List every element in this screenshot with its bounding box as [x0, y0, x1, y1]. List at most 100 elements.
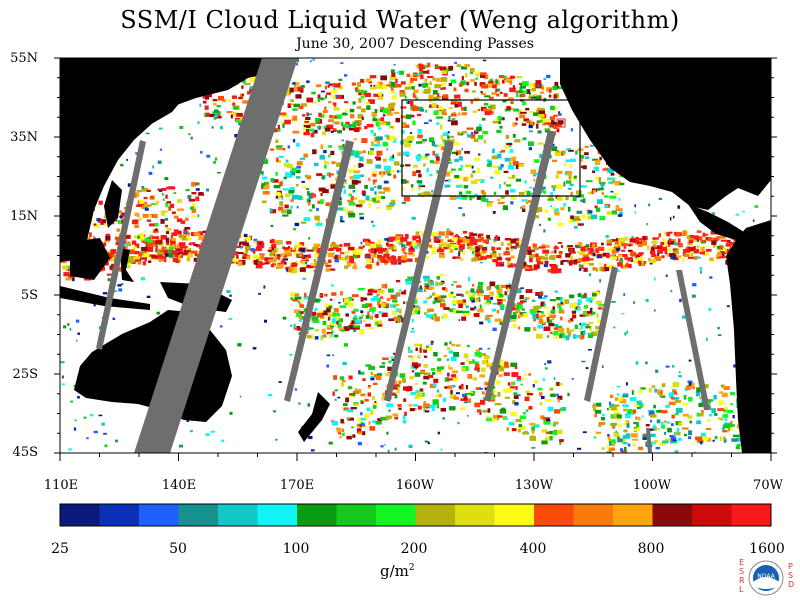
cloud-water-pixel: [550, 393, 556, 397]
cloud-water-pixel: [377, 418, 383, 422]
cloud-water-pixel: [423, 191, 431, 197]
cloud-water-pixel: [542, 249, 550, 254]
cloud-water-pixel: [364, 184, 368, 189]
cloud-water-pixel: [657, 427, 660, 430]
cloud-water-pixel: [495, 89, 498, 93]
cloud-water-pixel: [619, 258, 624, 263]
cloud-water-pixel: [548, 256, 555, 260]
cloud-water-pixel: [399, 90, 405, 93]
cloud-water-pixel: [637, 416, 641, 421]
cloud-water-pixel: [436, 276, 441, 280]
cloud-water-pixel: [617, 254, 623, 258]
cloud-water-pixel: [686, 235, 691, 239]
cloud-water-pixel: [458, 251, 461, 257]
cloud-water-pixel: [245, 249, 249, 254]
cloud-water-pixel: [358, 389, 362, 393]
cloud-water-pixel: [303, 295, 309, 300]
cloud-water-pixel: [155, 200, 159, 206]
cloud-water-pixel: [202, 95, 206, 99]
cloud-water-pixel: [454, 175, 460, 179]
cloud-water-pixel: [479, 261, 483, 264]
cloud-water-pixel: [352, 101, 356, 105]
cloud-water-pixel: [453, 396, 460, 400]
cloud-water-pixel: [711, 240, 717, 245]
cloud-water-pixel: [696, 412, 701, 417]
cloud-water-pixel: [156, 311, 160, 315]
cloud-water-pixel: [420, 83, 423, 87]
cloud-water-pixel: [242, 100, 249, 104]
cloud-water-pixel: [544, 254, 548, 257]
cloud-water-pixel: [534, 93, 537, 96]
cloud-water-pixel: [352, 121, 360, 125]
cloud-water-pixel: [499, 91, 503, 94]
cloud-water-pixel: [197, 231, 204, 235]
cloud-water-pixel: [531, 97, 536, 99]
cloud-water-pixel: [451, 370, 458, 374]
cloud-water-pixel: [460, 66, 468, 70]
cloud-water-pixel: [327, 84, 330, 88]
cloud-water-pixel: [497, 299, 503, 302]
cloud-water-pixel: [353, 127, 360, 133]
cloud-water-pixel: [502, 79, 505, 84]
cloud-water-pixel: [525, 289, 533, 293]
cloud-water-pixel: [403, 196, 411, 202]
cloud-water-pixel: [386, 205, 392, 210]
cloud-water-pixel: [417, 306, 421, 311]
land-sulawesi: [120, 248, 134, 282]
cloud-water-pixel: [385, 283, 388, 289]
cloud-water-pixel: [388, 106, 395, 111]
cloud-water-pixel: [635, 237, 639, 242]
cloud-water-pixel: [459, 237, 466, 240]
cloud-water-pixel: [638, 252, 643, 257]
cloud-water-pixel: [453, 87, 457, 92]
cloud-water-pixel: [151, 244, 158, 248]
cloud-water-pixel: [515, 419, 522, 423]
cloud-water-pixel: [415, 231, 420, 235]
cloud-water-pixel: [187, 238, 192, 241]
cloud-water-pixel: [361, 116, 364, 121]
cloud-water-pixel: [182, 238, 188, 241]
cloud-water-pixel: [388, 409, 391, 412]
cloud-water-pixel: [623, 246, 627, 249]
cloud-water-pixel: [397, 404, 402, 408]
cloud-water-pixel: [627, 258, 631, 262]
cloud-water-pixel: [442, 397, 447, 402]
swath-gap-5: [484, 130, 556, 402]
cloud-water-pixel: [425, 64, 428, 69]
cloud-water-pixel: [361, 138, 368, 143]
cloud-water-pixel: [499, 321, 504, 325]
cloud-water-pixel: [378, 311, 383, 314]
cloud-water-pixel: [517, 375, 521, 380]
cloud-water-pixel: [596, 402, 602, 407]
cloud-water-pixel: [497, 201, 505, 205]
cloud-water-pixel: [437, 370, 443, 374]
cloud-water-pixel: [415, 240, 420, 243]
cloud-water-pixel: [408, 355, 413, 358]
cloud-water-pixel: [416, 159, 421, 162]
cloud-water-pixel: [435, 153, 439, 159]
cloud-water-pixel: [293, 86, 298, 91]
cloud-water-pixel: [706, 399, 714, 402]
cloud-water-pixel: [622, 254, 628, 258]
cloud-water-pixel: [144, 237, 150, 243]
cloud-water-pixel: [570, 215, 575, 220]
cloud-water-pixel: [592, 296, 595, 300]
cloud-water-pixel: [338, 78, 343, 81]
cloud-water-pixel: [549, 387, 554, 391]
cloud-water-pixel: [429, 295, 432, 298]
cloud-water-pixel: [377, 239, 381, 245]
cloud-water-pixel: [597, 320, 602, 323]
cloud-water-pixel: [316, 126, 320, 129]
cloud-water-pixel: [527, 250, 532, 255]
cloud-water-pixel: [545, 399, 552, 402]
cloud-water-pixel: [345, 250, 350, 255]
cloud-water-pixel: [132, 246, 137, 250]
cloud-water-pixel: [567, 245, 574, 248]
cloud-water-pixel: [360, 95, 365, 99]
cloud-water-pixel: [477, 108, 480, 111]
cloud-water-pixel: [437, 366, 444, 370]
cloud-water-pixel: [407, 276, 413, 279]
cloud-water-pixel: [210, 430, 215, 433]
cloud-water-pixel: [178, 234, 182, 238]
cloud-water-pixel: [399, 373, 406, 378]
